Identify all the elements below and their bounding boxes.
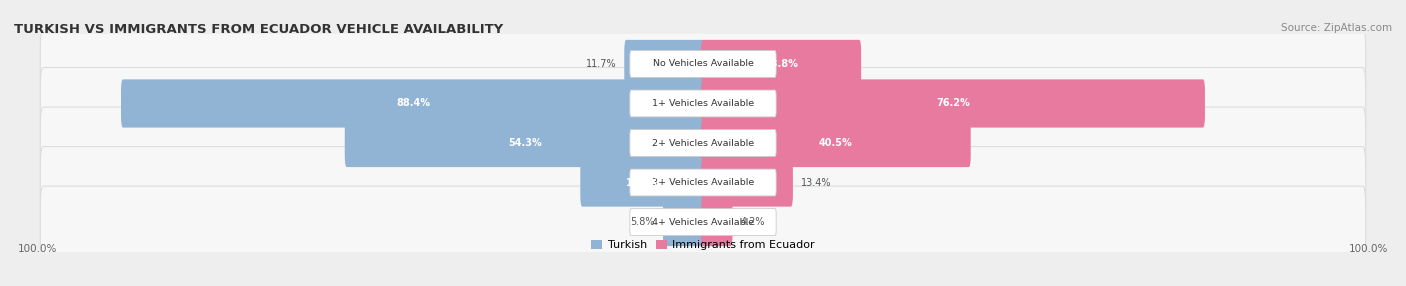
FancyBboxPatch shape (624, 40, 704, 88)
Text: 13.4%: 13.4% (801, 178, 831, 188)
Text: TURKISH VS IMMIGRANTS FROM ECUADOR VEHICLE AVAILABILITY: TURKISH VS IMMIGRANTS FROM ECUADOR VEHIC… (14, 23, 503, 36)
FancyBboxPatch shape (630, 90, 776, 117)
FancyBboxPatch shape (702, 119, 970, 167)
FancyBboxPatch shape (41, 146, 1365, 219)
Legend: Turkish, Immigrants from Ecuador: Turkish, Immigrants from Ecuador (586, 235, 820, 255)
FancyBboxPatch shape (121, 80, 704, 128)
FancyBboxPatch shape (702, 158, 793, 206)
FancyBboxPatch shape (344, 119, 704, 167)
Text: 23.8%: 23.8% (763, 59, 799, 69)
FancyBboxPatch shape (630, 130, 776, 156)
FancyBboxPatch shape (41, 28, 1365, 100)
FancyBboxPatch shape (702, 40, 860, 88)
Text: 5.8%: 5.8% (631, 217, 655, 227)
FancyBboxPatch shape (41, 186, 1365, 258)
Text: 1+ Vehicles Available: 1+ Vehicles Available (652, 99, 754, 108)
FancyBboxPatch shape (630, 208, 776, 235)
Text: 4.2%: 4.2% (741, 217, 765, 227)
FancyBboxPatch shape (630, 51, 776, 78)
Text: 3+ Vehicles Available: 3+ Vehicles Available (652, 178, 754, 187)
Text: 18.4%: 18.4% (626, 178, 659, 188)
Text: 40.5%: 40.5% (818, 138, 853, 148)
Text: 100.0%: 100.0% (17, 244, 56, 254)
Text: 2+ Vehicles Available: 2+ Vehicles Available (652, 138, 754, 148)
Text: 4+ Vehicles Available: 4+ Vehicles Available (652, 218, 754, 227)
Text: 88.4%: 88.4% (396, 98, 430, 108)
FancyBboxPatch shape (581, 158, 704, 206)
Text: 11.7%: 11.7% (586, 59, 616, 69)
Text: Source: ZipAtlas.com: Source: ZipAtlas.com (1281, 23, 1392, 33)
FancyBboxPatch shape (41, 67, 1365, 140)
Text: 54.3%: 54.3% (508, 138, 541, 148)
FancyBboxPatch shape (702, 80, 1205, 128)
FancyBboxPatch shape (664, 198, 704, 246)
Text: 76.2%: 76.2% (936, 98, 970, 108)
Text: 100.0%: 100.0% (1350, 244, 1389, 254)
FancyBboxPatch shape (41, 107, 1365, 179)
FancyBboxPatch shape (702, 198, 733, 246)
FancyBboxPatch shape (630, 169, 776, 196)
Text: No Vehicles Available: No Vehicles Available (652, 59, 754, 68)
